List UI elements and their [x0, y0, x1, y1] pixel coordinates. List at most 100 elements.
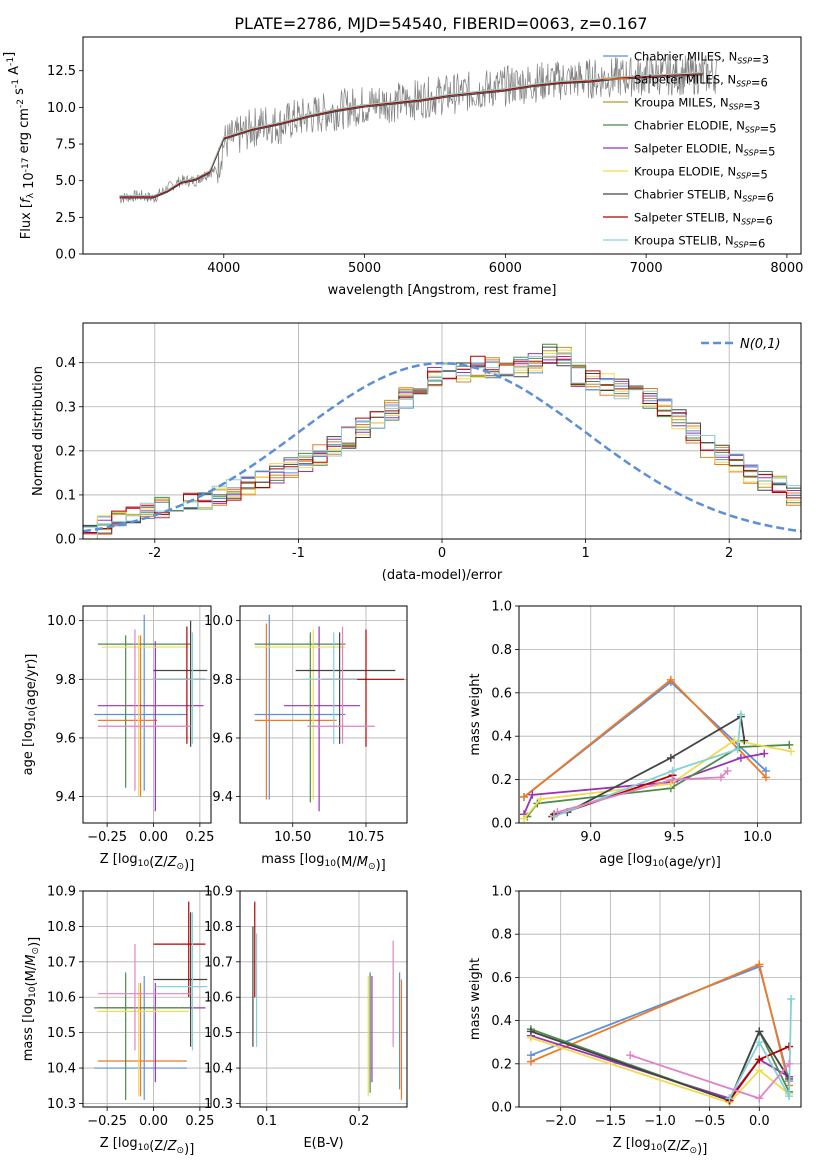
legend-label: Salpeter STELIB, NSSP=6 — [634, 211, 773, 228]
y-tick-label: 1.0 — [491, 885, 512, 900]
weight-point-marker — [550, 812, 559, 821]
weight-point-marker — [740, 736, 749, 745]
chart-residuals: -2 -1 0 1 2 0.0 0.1 0.2 0.3 0.4 (data-model)/error… — [31, 322, 802, 583]
y-tick-label: 9.4 — [212, 790, 233, 805]
chart-spectrum: 4000 5000 6000 7000 8000 0.0 2.5 5.0 7.5 10.0 12.5… — [2, 36, 803, 298]
weight-point-marker — [520, 814, 529, 823]
axes-frame — [518, 605, 802, 824]
model-spectrum-line — [119, 72, 703, 197]
legend-label: Salpeter MILES, NSSP=6 — [634, 73, 768, 90]
x-tick-label: 2 — [725, 546, 733, 561]
y-tick-label: 0.8 — [491, 928, 512, 943]
weight-point-marker — [786, 747, 795, 756]
legend-label: Kroupa STELIB, NSSP=6 — [634, 234, 765, 251]
x-tick-label: 9.5 — [664, 830, 685, 845]
y-tick-label: 10.8 — [47, 920, 76, 935]
weight-point-marker — [755, 1027, 764, 1036]
y-tick-label: 0.0 — [491, 1101, 512, 1116]
y-tick-label: 0.2 — [491, 773, 512, 788]
y-tick-label: 10.4 — [204, 1062, 233, 1077]
y-tick-label: 0.2 — [491, 1057, 512, 1072]
weight-point-marker — [666, 675, 675, 684]
y-tick-label: 9.8 — [55, 673, 76, 688]
weight-point-marker — [716, 773, 725, 782]
y-tick-label: 0.0 — [55, 248, 76, 263]
y-tick-label: 0.0 — [491, 817, 512, 832]
y-tick-label: 0.4 — [491, 1014, 512, 1029]
weight-point-marker — [755, 1038, 764, 1047]
weight-point-marker — [666, 753, 675, 762]
x-tick-label: 4000 — [207, 261, 240, 276]
plot-area — [252, 901, 403, 1100]
weight-point-marker — [725, 1094, 734, 1103]
x-axis-label: Z [log10(Z/Z⊙)] — [613, 1136, 708, 1157]
legend-label: Chabrier MILES, NSSP=3 — [634, 50, 769, 67]
y-axis-label: age [log10(age/yr)] — [21, 654, 39, 776]
weight-point-marker — [761, 773, 770, 782]
y-tick-label: 10.9 — [204, 885, 233, 900]
y-tick-label: 10.5 — [47, 1026, 76, 1041]
x-tick-label: 0.25 — [185, 830, 214, 845]
plot-area — [520, 675, 795, 823]
x-tick-label: 1 — [581, 546, 589, 561]
y-tick-label: 10.5 — [204, 1026, 233, 1041]
x-tick-label: 0 — [438, 546, 446, 561]
chart-mass-age: 10.50 10.75 9.4 9.6 9.8 10.0 mass [log10(M/M⊙)… — [204, 605, 408, 873]
weight-point-marker — [666, 779, 675, 788]
chart-ebv-mass: 0.1 0.2 10.3 10.4 10.5 10.6 10.7 10.8 10.9 E(B-V) — [204, 885, 408, 1151]
weight-point-marker — [553, 808, 562, 817]
x-tick-label: −2.0 — [545, 1114, 577, 1129]
y-axis-label: mass weight — [468, 958, 483, 1040]
weight-point-marker — [755, 1094, 764, 1103]
y-tick-label: 0.6 — [491, 686, 512, 701]
x-tick-label: 10.50 — [274, 830, 311, 845]
y-tick-label: 0.1 — [55, 488, 76, 503]
y-tick-label: 9.6 — [55, 731, 76, 746]
y-tick-label: 10.8 — [204, 920, 233, 935]
x-tick-label: 10.75 — [347, 830, 384, 845]
y-tick-label: 0.4 — [55, 356, 76, 371]
x-tick-label: −0.25 — [87, 1114, 127, 1129]
weight-point-marker — [520, 792, 529, 801]
y-tick-label: 0.3 — [55, 400, 76, 415]
y-tick-label: 0.8 — [491, 643, 512, 658]
y-tick-label: 9.6 — [212, 731, 233, 746]
x-tick-label: 9.0 — [580, 830, 601, 845]
plot-area — [526, 960, 796, 1107]
x-tick-label: -2 — [148, 546, 161, 561]
legend-label: Chabrier ELODIE, NSSP=5 — [634, 119, 777, 136]
weight-point-marker — [755, 1066, 764, 1075]
weight-point-marker — [787, 995, 796, 1003]
y-tick-label: 10.0 — [47, 614, 76, 629]
weight-point-marker — [626, 1051, 635, 1060]
y-tick-label: 10.6 — [47, 991, 76, 1006]
y-tick-label: 10.4 — [47, 1062, 76, 1077]
x-axis-label: Z [log10(Z/Z⊙)] — [100, 1136, 195, 1157]
y-tick-label: 10.9 — [47, 885, 76, 900]
y-tick-label: 12.5 — [47, 64, 76, 79]
y-tick-label: 2.5 — [55, 211, 76, 226]
x-tick-label: 6000 — [489, 261, 522, 276]
weight-series-line — [530, 1029, 790, 1102]
y-tick-label: 5.0 — [55, 174, 76, 189]
x-axis-label: E(B-V) — [303, 1136, 343, 1151]
weight-point-marker — [526, 1057, 535, 1066]
y-tick-label: 10.3 — [47, 1097, 76, 1112]
axes-frame — [82, 36, 802, 255]
y-axis-label: mass [log10(M/M⊙)] — [21, 937, 42, 1061]
gaussian-curve — [83, 361, 801, 533]
weight-point-marker — [785, 1059, 794, 1068]
legend-label: Kroupa MILES, NSSP=3 — [634, 96, 760, 113]
y-tick-label: 9.8 — [212, 673, 233, 688]
residual-histogram-step — [83, 352, 801, 539]
x-axis-label: wavelength [Angstrom, rest frame] — [328, 283, 557, 298]
y-axis-label: Normed distribution — [31, 366, 46, 496]
weight-point-marker — [760, 749, 769, 758]
axes-frame — [239, 890, 408, 1108]
plot-area — [94, 901, 208, 1100]
weight-point-marker — [668, 766, 677, 775]
weight-point-marker — [755, 960, 764, 969]
weight-point-marker — [528, 790, 537, 799]
weight-series-line — [553, 714, 742, 818]
